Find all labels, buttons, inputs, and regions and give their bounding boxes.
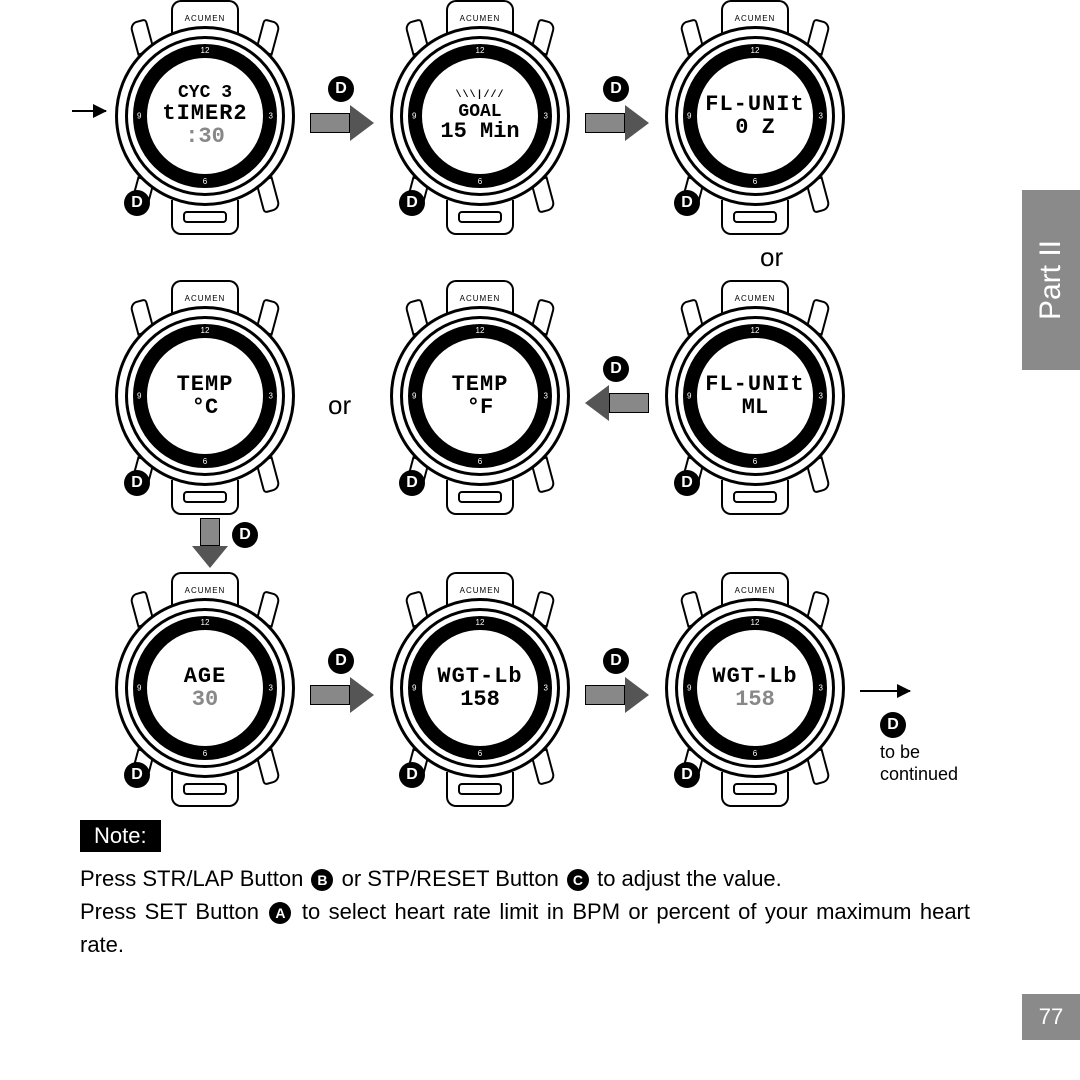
manual-page: Part II 77 ACUMEN 12 6 9 3 CYC 3 tIMER2 … xyxy=(0,0,1080,1080)
d-badge: D xyxy=(603,648,629,674)
c-badge: C xyxy=(567,869,589,891)
note-block: Note: Press STR/LAP Button B or STP/RESE… xyxy=(80,820,970,961)
watch-face: CYC 3 tIMER2 :30 xyxy=(145,56,265,176)
watch-face: WGT-Lb 158 xyxy=(420,628,540,748)
section-label: Part II xyxy=(1034,240,1068,320)
watch-face: FL-UNIt 0 Z xyxy=(695,56,815,176)
d-badge: D xyxy=(328,76,354,102)
d-badge: D xyxy=(399,190,425,216)
entry-arrow xyxy=(72,110,106,112)
watch-face: FL-UNIt ML xyxy=(695,336,815,456)
d-badge: D xyxy=(399,470,425,496)
page-number: 77 xyxy=(1039,1004,1063,1030)
d-badge: D xyxy=(124,190,150,216)
arrow-down xyxy=(195,518,225,568)
page-number-tab: 77 xyxy=(1022,994,1080,1040)
d-badge: D xyxy=(232,522,258,548)
arrow-right xyxy=(585,108,649,138)
d-badge: D xyxy=(124,470,150,496)
tbc-text: to be continued xyxy=(880,742,958,785)
d-badge: D xyxy=(603,356,629,382)
watch-face: WGT-Lb 158 xyxy=(695,628,815,748)
d-badge: D xyxy=(880,712,906,738)
note-label: Note: xyxy=(80,820,161,852)
watch-face: AGE 30 xyxy=(145,628,265,748)
watch-face: \\\|/// GOAL 15 Min xyxy=(420,56,540,176)
exit-arrow xyxy=(860,690,910,692)
b-badge: B xyxy=(311,869,333,891)
or-label: or xyxy=(328,390,351,421)
d-badge: D xyxy=(328,648,354,674)
arrow-right xyxy=(310,108,374,138)
d-badge: D xyxy=(674,762,700,788)
section-tab: Part II xyxy=(1022,190,1080,370)
note-text: Press STR/LAP Button B or STP/RESET Butt… xyxy=(80,862,970,961)
arrow-right xyxy=(310,680,374,710)
d-badge: D xyxy=(399,762,425,788)
d-badge: D xyxy=(674,470,700,496)
d-badge: D xyxy=(603,76,629,102)
d-badge: D xyxy=(124,762,150,788)
or-label: or xyxy=(760,242,783,273)
d-badge: D xyxy=(674,190,700,216)
arrow-right xyxy=(585,680,649,710)
watch-face: TEMP °C xyxy=(145,336,265,456)
a-badge: A xyxy=(269,902,291,924)
arrow-left xyxy=(585,388,649,418)
watch-face: TEMP °F xyxy=(420,336,540,456)
